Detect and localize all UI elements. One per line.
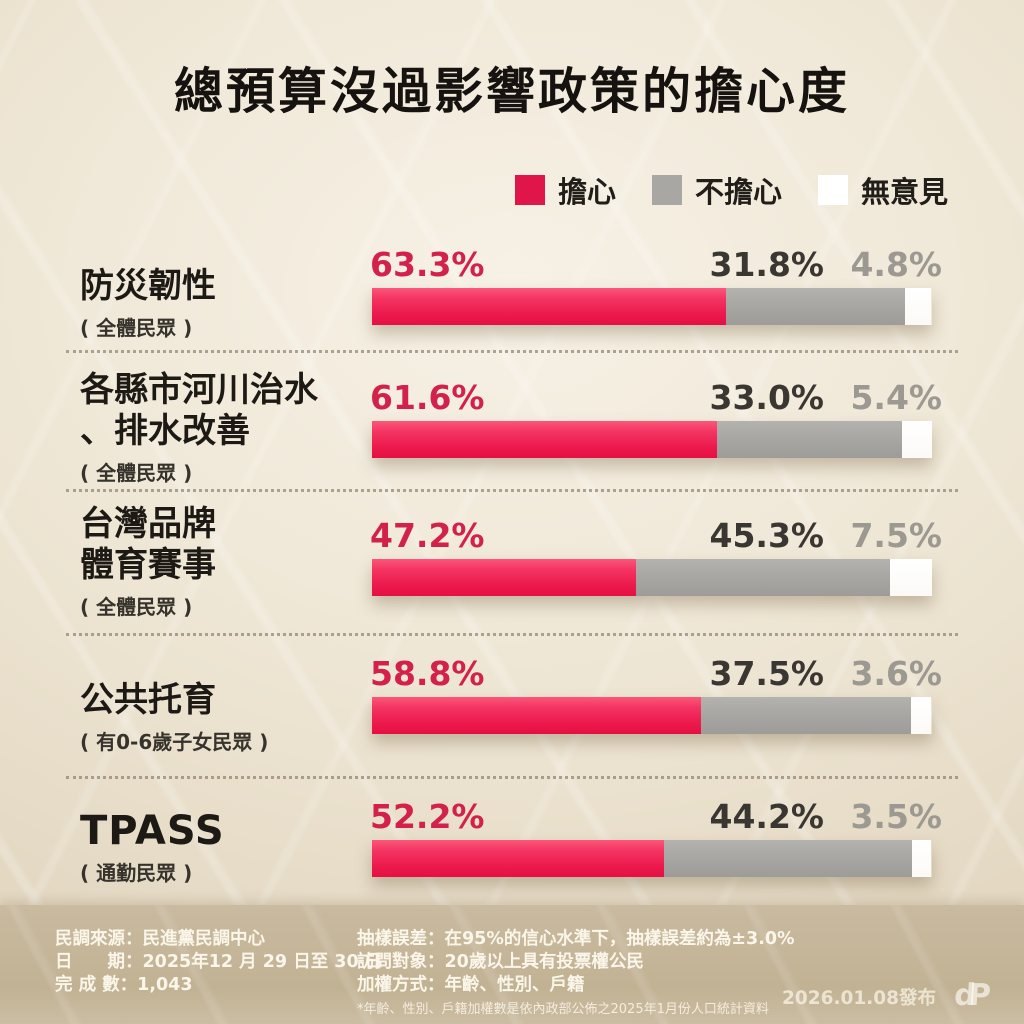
bar-segment-worried [372, 559, 637, 596]
no-opinion-value: 3.5% [850, 797, 942, 836]
category-label: 各縣市河川治水 、排水改善 [80, 370, 318, 451]
survey-date: 日 期：2025年12 月 29 日至 30 日 [55, 952, 383, 972]
category-block: 公共托育 ( 有0-6歲子女民眾 ) [80, 680, 268, 755]
not-worried-value: 44.2% [709, 797, 825, 836]
survey-meta-right: 抽樣誤差：在95%的信心水準下，抽樣誤差約為±3.0% 訪問對象：20歲以上具有… [357, 928, 795, 997]
legend-item-worried: 擔心 [514, 169, 616, 211]
release-date: 2026.01.08發布 [781, 988, 936, 1009]
bar-chart-area: 52.2% 44.2% 3.5% [370, 797, 942, 877]
worried-value: 52.2% [370, 797, 485, 836]
row-divider [66, 350, 958, 353]
survey-target: 訪問對象：20歲以上具有投票權公民 [357, 952, 644, 972]
stacked-bar [372, 697, 932, 734]
category-label: 台灣品牌 體育賽事 [80, 504, 216, 585]
category-block: 防災韌性 ( 全體民眾 ) [80, 266, 216, 341]
category-group-label: ( 全體民眾 ) [80, 316, 193, 340]
no-opinion-value: 4.8% [850, 245, 942, 284]
footer-band: 民調來源：民進黨民調中心 日 期：2025年12 月 29 日至 30 日 完 … [0, 905, 1024, 1024]
bar-chart-area: 61.6% 33.0% 5.4% [370, 378, 942, 458]
stacked-bar [372, 421, 932, 458]
bar-segment-not-worried [716, 421, 902, 458]
row-divider [66, 776, 958, 779]
not-worried-swatch-icon [651, 175, 682, 205]
legend-label: 擔心 [557, 175, 616, 209]
worried-value: 61.6% [370, 378, 485, 417]
bar-segment-no-opinion [911, 840, 932, 877]
bar-segment-worried [372, 840, 665, 877]
stacked-bar [372, 559, 932, 596]
row-divider [66, 489, 958, 492]
bar-segment-no-opinion [911, 697, 932, 734]
bar-segment-no-opinion [904, 288, 932, 325]
category-block: 各縣市河川治水 、排水改善 ( 全體民眾 ) [80, 370, 318, 486]
bar-chart-area: 58.8% 37.5% 3.6% [370, 654, 942, 734]
bar-segment-not-worried [636, 559, 890, 596]
row-divider [66, 633, 958, 636]
not-worried-value: 33.0% [709, 378, 825, 417]
no-opinion-value: 7.5% [850, 516, 942, 555]
category-label: 公共托育 [80, 680, 216, 720]
not-worried-value: 45.3% [709, 516, 825, 555]
worried-swatch-icon [514, 175, 545, 205]
stacked-bar [372, 288, 932, 325]
stacked-bar [372, 840, 932, 877]
bar-segment-worried [372, 421, 717, 458]
worried-value: 58.8% [370, 654, 485, 693]
category-group-label: ( 通勤民眾 ) [80, 861, 193, 885]
not-worried-value: 37.5% [709, 654, 825, 693]
survey-source: 民調來源：民進黨民調中心 [55, 929, 265, 949]
legend-label: 無意見 [860, 175, 948, 209]
category-label: TPASS [80, 808, 225, 854]
category-block: 台灣品牌 體育賽事 ( 全體民眾 ) [80, 504, 216, 620]
weighting-method: 加權方式：年齡、性別、戶籍 [357, 975, 585, 995]
category-label: 防災韌性 [80, 266, 216, 306]
bar-segment-no-opinion [889, 559, 932, 596]
category-block: TPASS ( 通勤民眾 ) [80, 811, 225, 886]
survey-sample-size: 完 成 數：1,043 [55, 975, 193, 995]
category-group-label: ( 有0-6歲子女民眾 ) [80, 730, 269, 754]
legend-item-no-opinion: 無意見 [817, 169, 948, 211]
legend: 擔心 不擔心 無意見 [514, 169, 948, 211]
no-opinion-value: 3.6% [850, 654, 942, 693]
legend-label: 不擔心 [694, 175, 782, 209]
bar-chart-area: 47.2% 45.3% 7.5% [370, 516, 942, 596]
no-opinion-swatch-icon [817, 175, 848, 205]
bar-segment-not-worried [664, 840, 912, 877]
worried-value: 47.2% [370, 516, 485, 555]
worried-value: 63.3% [370, 245, 485, 284]
not-worried-value: 31.8% [709, 245, 825, 284]
legend-item-not-worried: 不擔心 [651, 169, 782, 211]
bar-segment-not-worried [726, 288, 905, 325]
category-group-label: ( 全體民眾 ) [80, 461, 193, 485]
bar-segment-no-opinion [901, 421, 932, 458]
category-group-label: ( 全體民眾 ) [80, 595, 193, 619]
bar-segment-worried [372, 288, 727, 325]
dpp-logo-icon: dP [953, 978, 985, 1013]
bar-chart-area: 63.3% 31.8% 4.8% [370, 245, 942, 325]
bar-segment-not-worried [701, 697, 912, 734]
weighting-footnote: *年齡、性別、戶籍加權數是依內政部公佈之2025年1月份人口統計資料 [357, 1002, 769, 1017]
survey-meta-left: 民調來源：民進黨民調中心 日 期：2025年12 月 29 日至 30 日 完 … [55, 928, 382, 997]
no-opinion-value: 5.4% [850, 378, 942, 417]
sampling-error: 抽樣誤差：在95%的信心水準下，抽樣誤差約為±3.0% [357, 929, 795, 949]
page-title: 總預算沒過影響政策的擔心度 [173, 63, 850, 120]
bar-segment-worried [372, 697, 702, 734]
